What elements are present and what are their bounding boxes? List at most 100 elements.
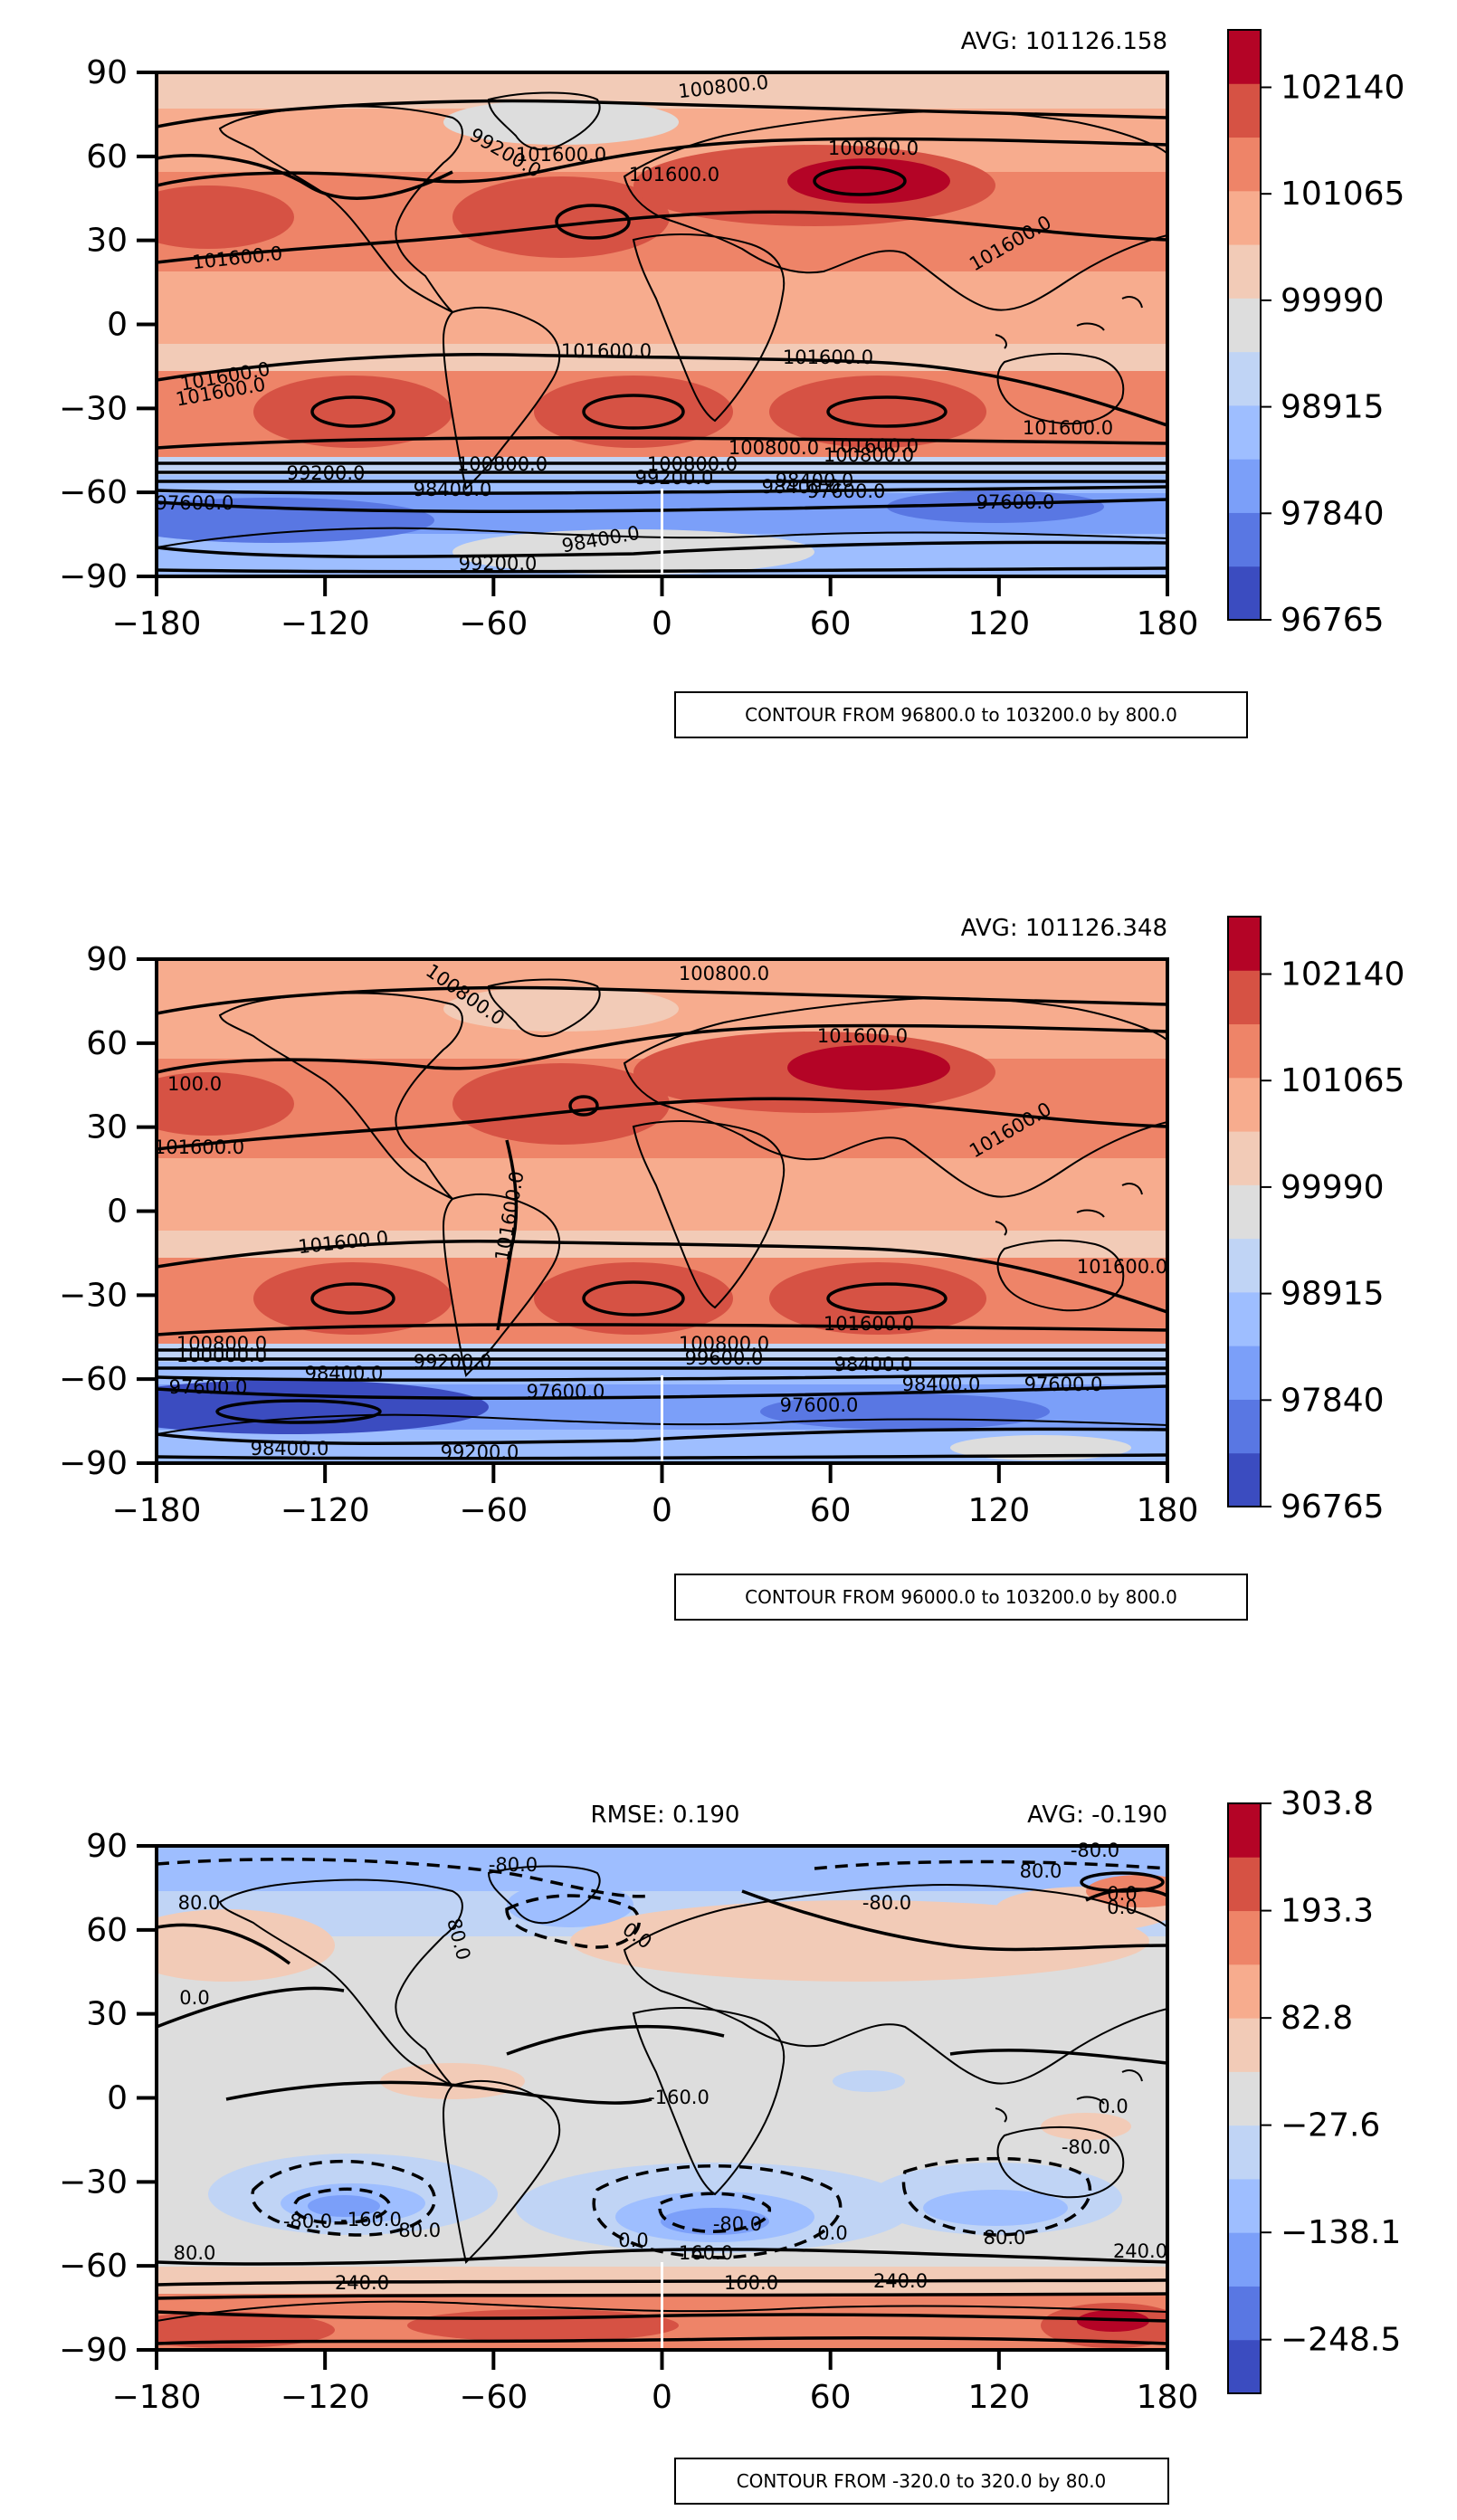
fill-region: [308, 2195, 380, 2217]
panel-2: 100800.0 100800.0 101600.0 100.0 101600.0 101…: [59, 915, 1405, 1621]
header-left: RMSE: 0.190: [591, 1802, 740, 1829]
colorbar-tick-label: 101065: [1281, 176, 1405, 213]
colorbar-tick-label: 102140: [1281, 956, 1405, 994]
x-tick-label: 180: [1137, 2379, 1199, 2416]
contour-line: [506, 2024, 725, 2056]
contour-line: [157, 1427, 1167, 1446]
colorbar: 303.8 193.3 82.8 −27.6 −138.1 −248.5: [1227, 1785, 1401, 2394]
contour-label: 97600.0: [976, 491, 1055, 513]
contour-line: [157, 2310, 1167, 2323]
colorbar-swatch: [1228, 2018, 1261, 2072]
contour-label: 101600.0: [1077, 1256, 1167, 1278]
fill-region: [1041, 2113, 1131, 2140]
contour-label: -80.0: [713, 2213, 762, 2235]
contour-label: 98400.0: [776, 470, 854, 491]
contour-label: 0.0: [179, 1987, 209, 2009]
fill-region: [253, 376, 452, 448]
fill-region: [443, 100, 679, 145]
header-right: AVG: 101126.158: [961, 28, 1167, 55]
contour-line: [157, 1323, 1167, 1336]
contour-label: 99200.0: [287, 462, 366, 484]
contour-label-group: -80.0-80.080.080.0 -80.00.080.00.00.00.00…: [174, 1840, 1167, 2294]
contour-label: 0.0: [1107, 1897, 1137, 1918]
colorbar-swatch: [1228, 83, 1261, 138]
colorbar-tick-label: −138.1: [1281, 2214, 1401, 2251]
contour-label: 100800.0: [824, 444, 914, 466]
x-tick-label: 120: [967, 1492, 1030, 1529]
contour-label: 100800.0: [679, 963, 769, 984]
colorbar-swatch: [1228, 351, 1261, 406]
colorbar-swatch: [1228, 1346, 1261, 1400]
contour-label: -80.0: [392, 2220, 441, 2241]
y-tick-label: 90: [86, 1828, 128, 1865]
colorbar-swatch: [1228, 566, 1261, 621]
colorbar-tick-label: −27.6: [1281, 2107, 1380, 2144]
fill-band: [157, 457, 1167, 475]
colorbar-tick-label: 102140: [1281, 70, 1405, 107]
fill-region: [407, 2309, 679, 2342]
contour-label: 101600.0: [824, 1313, 914, 1335]
x-tick-label: 60: [810, 1492, 852, 1529]
contour-loop: [568, 1095, 599, 1117]
contour-label: 160.0: [724, 2272, 778, 2294]
contour-loop: [215, 1399, 382, 1424]
contour-lines: [157, 99, 1167, 574]
coastline-south-america: [442, 2079, 561, 2264]
coastline-greenland: [487, 1865, 601, 1925]
contour-line: [157, 137, 1167, 187]
coastline-antarctica: [157, 1413, 1167, 1435]
contour-line: [901, 2156, 1092, 2237]
contour-line: [157, 210, 1167, 264]
contour-label: 100800.0: [457, 453, 548, 475]
contour-label: -80.0: [1062, 2136, 1110, 2158]
coastline-antarctica: [157, 2300, 1167, 2322]
colorbar-swatch: [1228, 1452, 1261, 1507]
colorbar-tick-label: 99990: [1281, 282, 1385, 319]
fill-region: [534, 376, 733, 448]
coastline-north-america: [218, 992, 463, 1200]
y-axis: 90 60 30 0 −30 −60 −90: [59, 54, 157, 595]
colorbar-swatch: [1228, 298, 1261, 353]
coastline-eurasia: [623, 1884, 1167, 2085]
header-right: AVG: 101126.348: [961, 915, 1167, 942]
contour-note-box: [674, 1574, 1248, 1621]
contour-label: 100800.0: [647, 453, 738, 475]
fill-region: [787, 1045, 950, 1090]
colorbar-swatch: [1228, 1964, 1261, 2019]
y-tick-label: 30: [86, 1996, 128, 2033]
contour-label: 97600.0: [169, 1376, 248, 1398]
y-tick-label: −90: [59, 2332, 128, 2369]
y-tick-label: −90: [59, 1445, 128, 1482]
colorbar-frame: [1227, 916, 1262, 1507]
contour-label: 0.0: [1098, 2096, 1128, 2117]
contour-label: 98400.0: [414, 479, 492, 500]
x-tick-label: −120: [281, 1492, 370, 1529]
contour-line: [814, 1859, 1167, 1870]
contour-lines: [157, 1858, 1167, 2345]
contour-label: -160.0: [340, 2209, 402, 2230]
contour-label: 101600.0: [516, 144, 606, 166]
x-tick-label: 60: [810, 2379, 852, 2416]
coastline-north-america: [218, 1878, 463, 2087]
colorbar-swatch: [1228, 1910, 1261, 1965]
contour-line: [157, 2248, 1167, 2266]
colorbar-swatch: [1228, 512, 1261, 567]
contour-line: [157, 1923, 291, 1965]
fill-band: [157, 1846, 1167, 1891]
y-axis: 90 60 30 0 −30 −60 −90: [59, 941, 157, 1482]
fill-region: [157, 1072, 294, 1136]
contour-label: 99200.0: [459, 553, 538, 575]
colorbar-swatch: [1228, 2178, 1261, 2233]
contour-line: [157, 1858, 652, 1898]
x-tick-label: 180: [1137, 605, 1199, 642]
x-axis: −180 −120 −60 0 60 120 180: [112, 1463, 1198, 1529]
contour-label: -80.0: [283, 2211, 332, 2232]
contour-label: 0.0: [1107, 1883, 1137, 1905]
contour-label: 160.0: [679, 2242, 733, 2264]
contour-label: 80.0: [984, 2227, 1026, 2249]
contour-label: 100800.0: [679, 1333, 769, 1355]
colorbar-swatch: [1228, 404, 1261, 460]
contour-loop: [826, 1282, 948, 1315]
colorbar-swatch: [1228, 917, 1261, 971]
